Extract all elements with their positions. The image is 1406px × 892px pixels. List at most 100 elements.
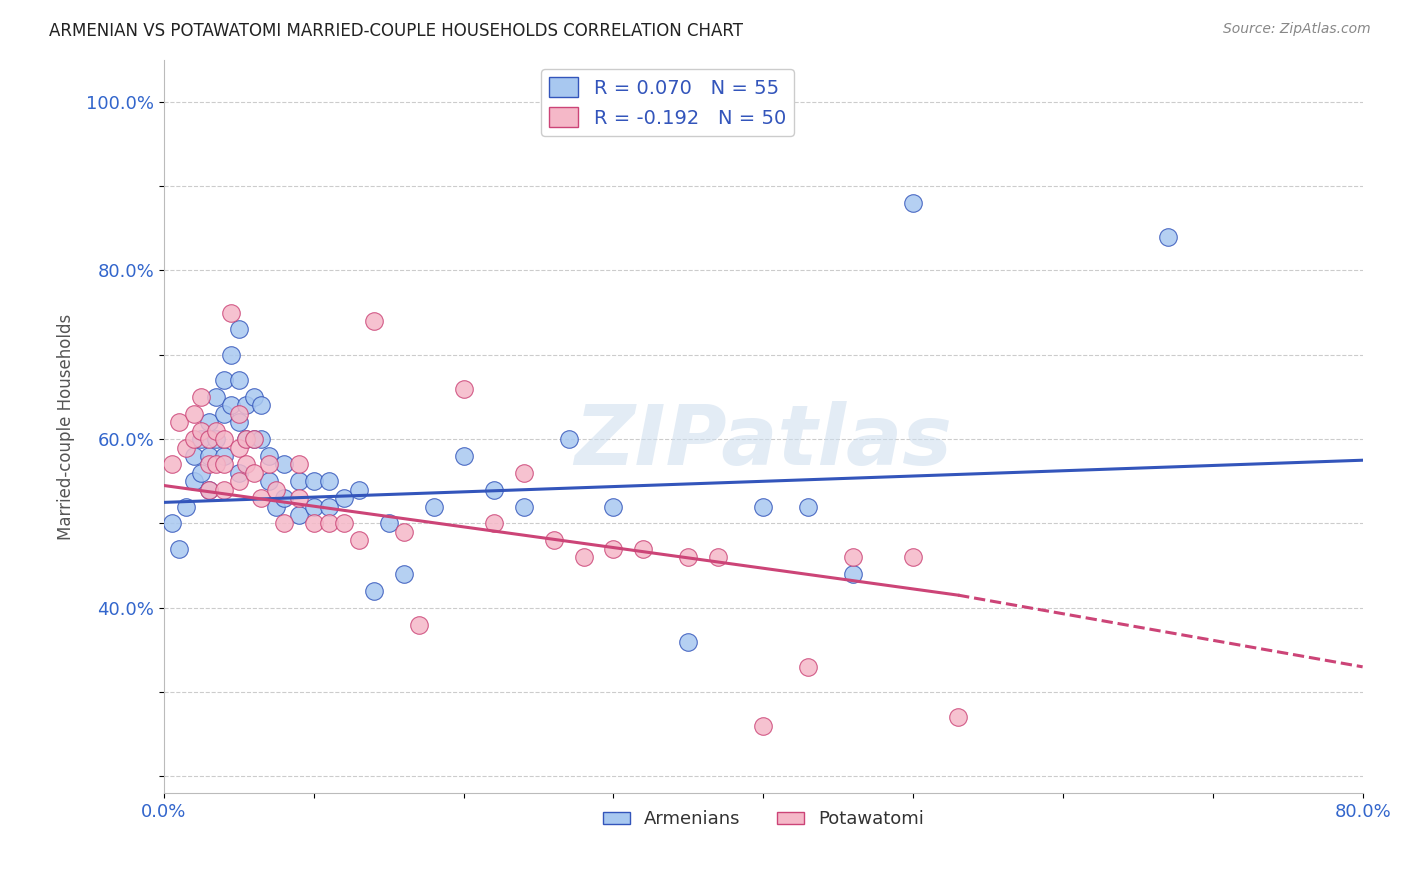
Point <box>842 567 865 582</box>
Point <box>333 516 356 531</box>
Point <box>257 449 280 463</box>
Point <box>190 432 212 446</box>
Point <box>408 617 430 632</box>
Point <box>842 550 865 565</box>
Point <box>347 483 370 497</box>
Point <box>250 398 273 412</box>
Point <box>901 550 924 565</box>
Point <box>257 475 280 489</box>
Point <box>273 491 295 505</box>
Point <box>235 432 257 446</box>
Point <box>602 541 624 556</box>
Point <box>273 458 295 472</box>
Point <box>318 475 340 489</box>
Point <box>512 500 534 514</box>
Text: ARMENIAN VS POTAWATOMI MARRIED-COUPLE HOUSEHOLDS CORRELATION CHART: ARMENIAN VS POTAWATOMI MARRIED-COUPLE HO… <box>49 22 744 40</box>
Point <box>198 483 221 497</box>
Point <box>752 719 775 733</box>
Point <box>176 441 198 455</box>
Point <box>160 458 183 472</box>
Point <box>302 516 325 531</box>
Point <box>678 634 700 648</box>
Point <box>333 491 356 505</box>
Point <box>212 483 235 497</box>
Point <box>288 458 311 472</box>
Point <box>228 441 250 455</box>
Point <box>183 407 205 421</box>
Point <box>235 432 257 446</box>
Point <box>221 398 243 412</box>
Point <box>228 415 250 429</box>
Point <box>453 382 475 396</box>
Point <box>183 449 205 463</box>
Point <box>602 500 624 514</box>
Point <box>205 458 228 472</box>
Point <box>266 483 288 497</box>
Point <box>235 458 257 472</box>
Point <box>228 475 250 489</box>
Point <box>221 305 243 319</box>
Point <box>167 541 190 556</box>
Point <box>377 516 399 531</box>
Point <box>167 415 190 429</box>
Point <box>453 449 475 463</box>
Point <box>205 432 228 446</box>
Point <box>190 466 212 480</box>
Point <box>212 373 235 387</box>
Point <box>160 516 183 531</box>
Point <box>363 583 385 598</box>
Point <box>198 432 221 446</box>
Point <box>797 660 820 674</box>
Point <box>228 407 250 421</box>
Point <box>176 500 198 514</box>
Point <box>243 432 266 446</box>
Point <box>633 541 655 556</box>
Point <box>250 432 273 446</box>
Point <box>243 466 266 480</box>
Point <box>392 524 415 539</box>
Point <box>198 449 221 463</box>
Point <box>190 390 212 404</box>
Text: Source: ZipAtlas.com: Source: ZipAtlas.com <box>1223 22 1371 37</box>
Point <box>318 500 340 514</box>
Point <box>212 407 235 421</box>
Point <box>752 500 775 514</box>
Point <box>707 550 730 565</box>
Point <box>266 500 288 514</box>
Point <box>512 466 534 480</box>
Point <box>198 458 221 472</box>
Point <box>347 533 370 548</box>
Point <box>198 483 221 497</box>
Text: ZIPatlas: ZIPatlas <box>575 401 952 482</box>
Point <box>482 516 505 531</box>
Point <box>288 475 311 489</box>
Point <box>212 449 235 463</box>
Point <box>1157 229 1180 244</box>
Point <box>422 500 444 514</box>
Point <box>678 550 700 565</box>
Point <box>243 432 266 446</box>
Point <box>482 483 505 497</box>
Point <box>288 491 311 505</box>
Point <box>318 516 340 531</box>
Point <box>257 458 280 472</box>
Point <box>250 491 273 505</box>
Point <box>797 500 820 514</box>
Point <box>543 533 565 548</box>
Point <box>363 314 385 328</box>
Point <box>901 196 924 211</box>
Point <box>205 424 228 438</box>
Point <box>243 390 266 404</box>
Point <box>228 373 250 387</box>
Point <box>198 415 221 429</box>
Point <box>946 710 969 724</box>
Legend: Armenians, Potawatomi: Armenians, Potawatomi <box>595 803 931 836</box>
Point <box>183 432 205 446</box>
Point <box>228 322 250 336</box>
Point <box>235 398 257 412</box>
Point <box>288 508 311 522</box>
Point <box>205 390 228 404</box>
Point <box>212 458 235 472</box>
Point <box>302 500 325 514</box>
Point <box>392 567 415 582</box>
